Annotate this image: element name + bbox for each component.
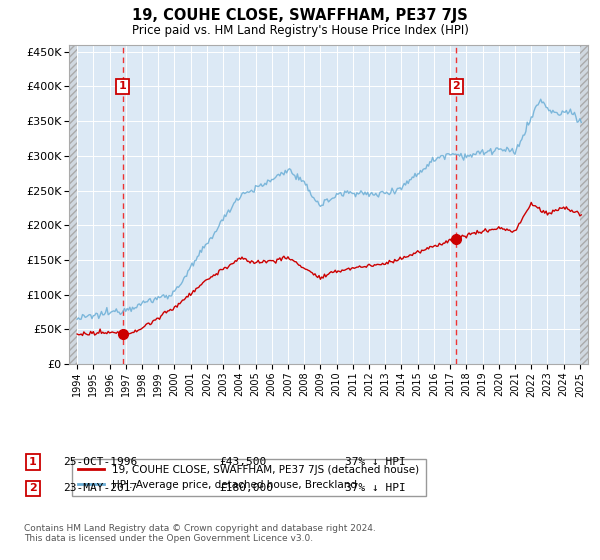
Text: 1: 1: [119, 81, 127, 91]
Text: 19, COUHE CLOSE, SWAFFHAM, PE37 7JS: 19, COUHE CLOSE, SWAFFHAM, PE37 7JS: [132, 8, 468, 24]
Text: Contains HM Land Registry data © Crown copyright and database right 2024.
This d: Contains HM Land Registry data © Crown c…: [24, 524, 376, 543]
Text: 37% ↓ HPI: 37% ↓ HPI: [345, 457, 406, 467]
Text: 2: 2: [29, 483, 37, 493]
Text: 25-OCT-1996: 25-OCT-1996: [63, 457, 137, 467]
Text: £43,500: £43,500: [219, 457, 266, 467]
Text: 23-MAY-2017: 23-MAY-2017: [63, 483, 137, 493]
Text: 2: 2: [452, 81, 460, 91]
Bar: [69, 45, 77, 364]
Text: 1: 1: [29, 457, 37, 467]
Text: £180,000: £180,000: [219, 483, 273, 493]
Legend: 19, COUHE CLOSE, SWAFFHAM, PE37 7JS (detached house), HPI: Average price, detach: 19, COUHE CLOSE, SWAFFHAM, PE37 7JS (det…: [71, 459, 425, 496]
Text: 37% ↓ HPI: 37% ↓ HPI: [345, 483, 406, 493]
Bar: [580, 45, 588, 364]
Text: Price paid vs. HM Land Registry's House Price Index (HPI): Price paid vs. HM Land Registry's House …: [131, 24, 469, 36]
